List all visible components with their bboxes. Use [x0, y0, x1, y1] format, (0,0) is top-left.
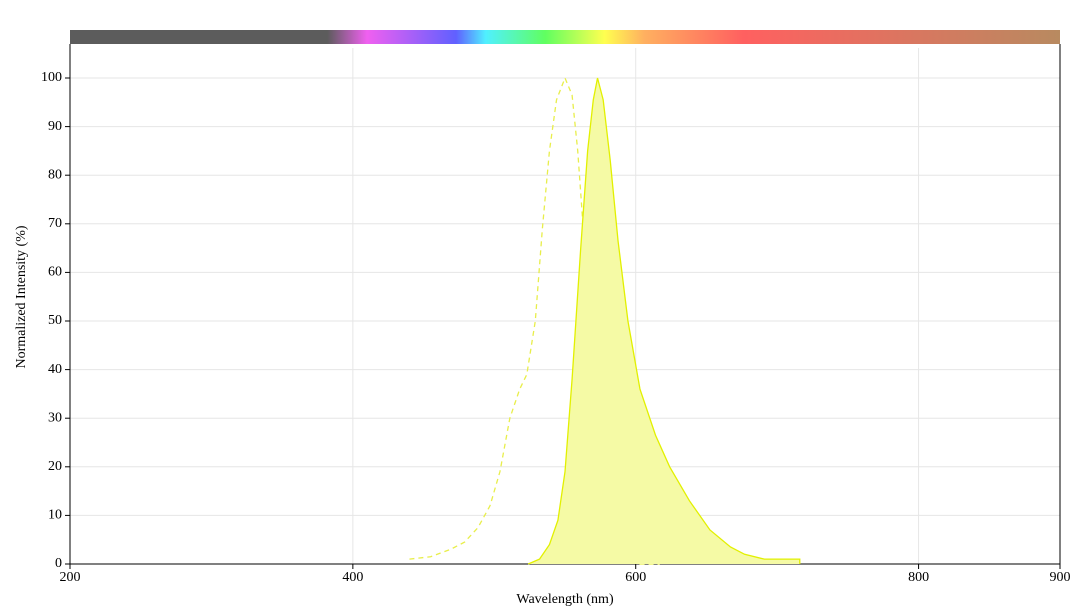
y-tick-label: 50	[48, 313, 62, 328]
x-tick-label: 900	[1050, 570, 1071, 585]
y-tick-label: 10	[48, 508, 62, 523]
x-tick-label: 200	[60, 570, 81, 585]
y-tick-label: 30	[48, 410, 62, 425]
y-axis-label: Normalized Intensity (%)	[14, 225, 29, 368]
x-tick-label: 400	[342, 570, 363, 585]
y-tick-label: 70	[48, 216, 62, 231]
y-tick-label: 0	[55, 556, 62, 571]
x-tick-label: 800	[908, 570, 929, 585]
x-tick-label: 600	[625, 570, 646, 585]
y-tick-label: 20	[48, 459, 62, 474]
spectrum-bar	[70, 30, 1060, 44]
line	[527, 77, 801, 565]
y-tick-label: 60	[48, 265, 62, 280]
area	[528, 78, 800, 564]
x-axis-label: Wavelength (nm)	[516, 592, 614, 607]
y-tick-label: 80	[48, 167, 62, 182]
y-tick-label: 90	[48, 119, 62, 134]
y-tick-label: 40	[48, 362, 62, 377]
y-tick-label: 100	[41, 70, 62, 85]
